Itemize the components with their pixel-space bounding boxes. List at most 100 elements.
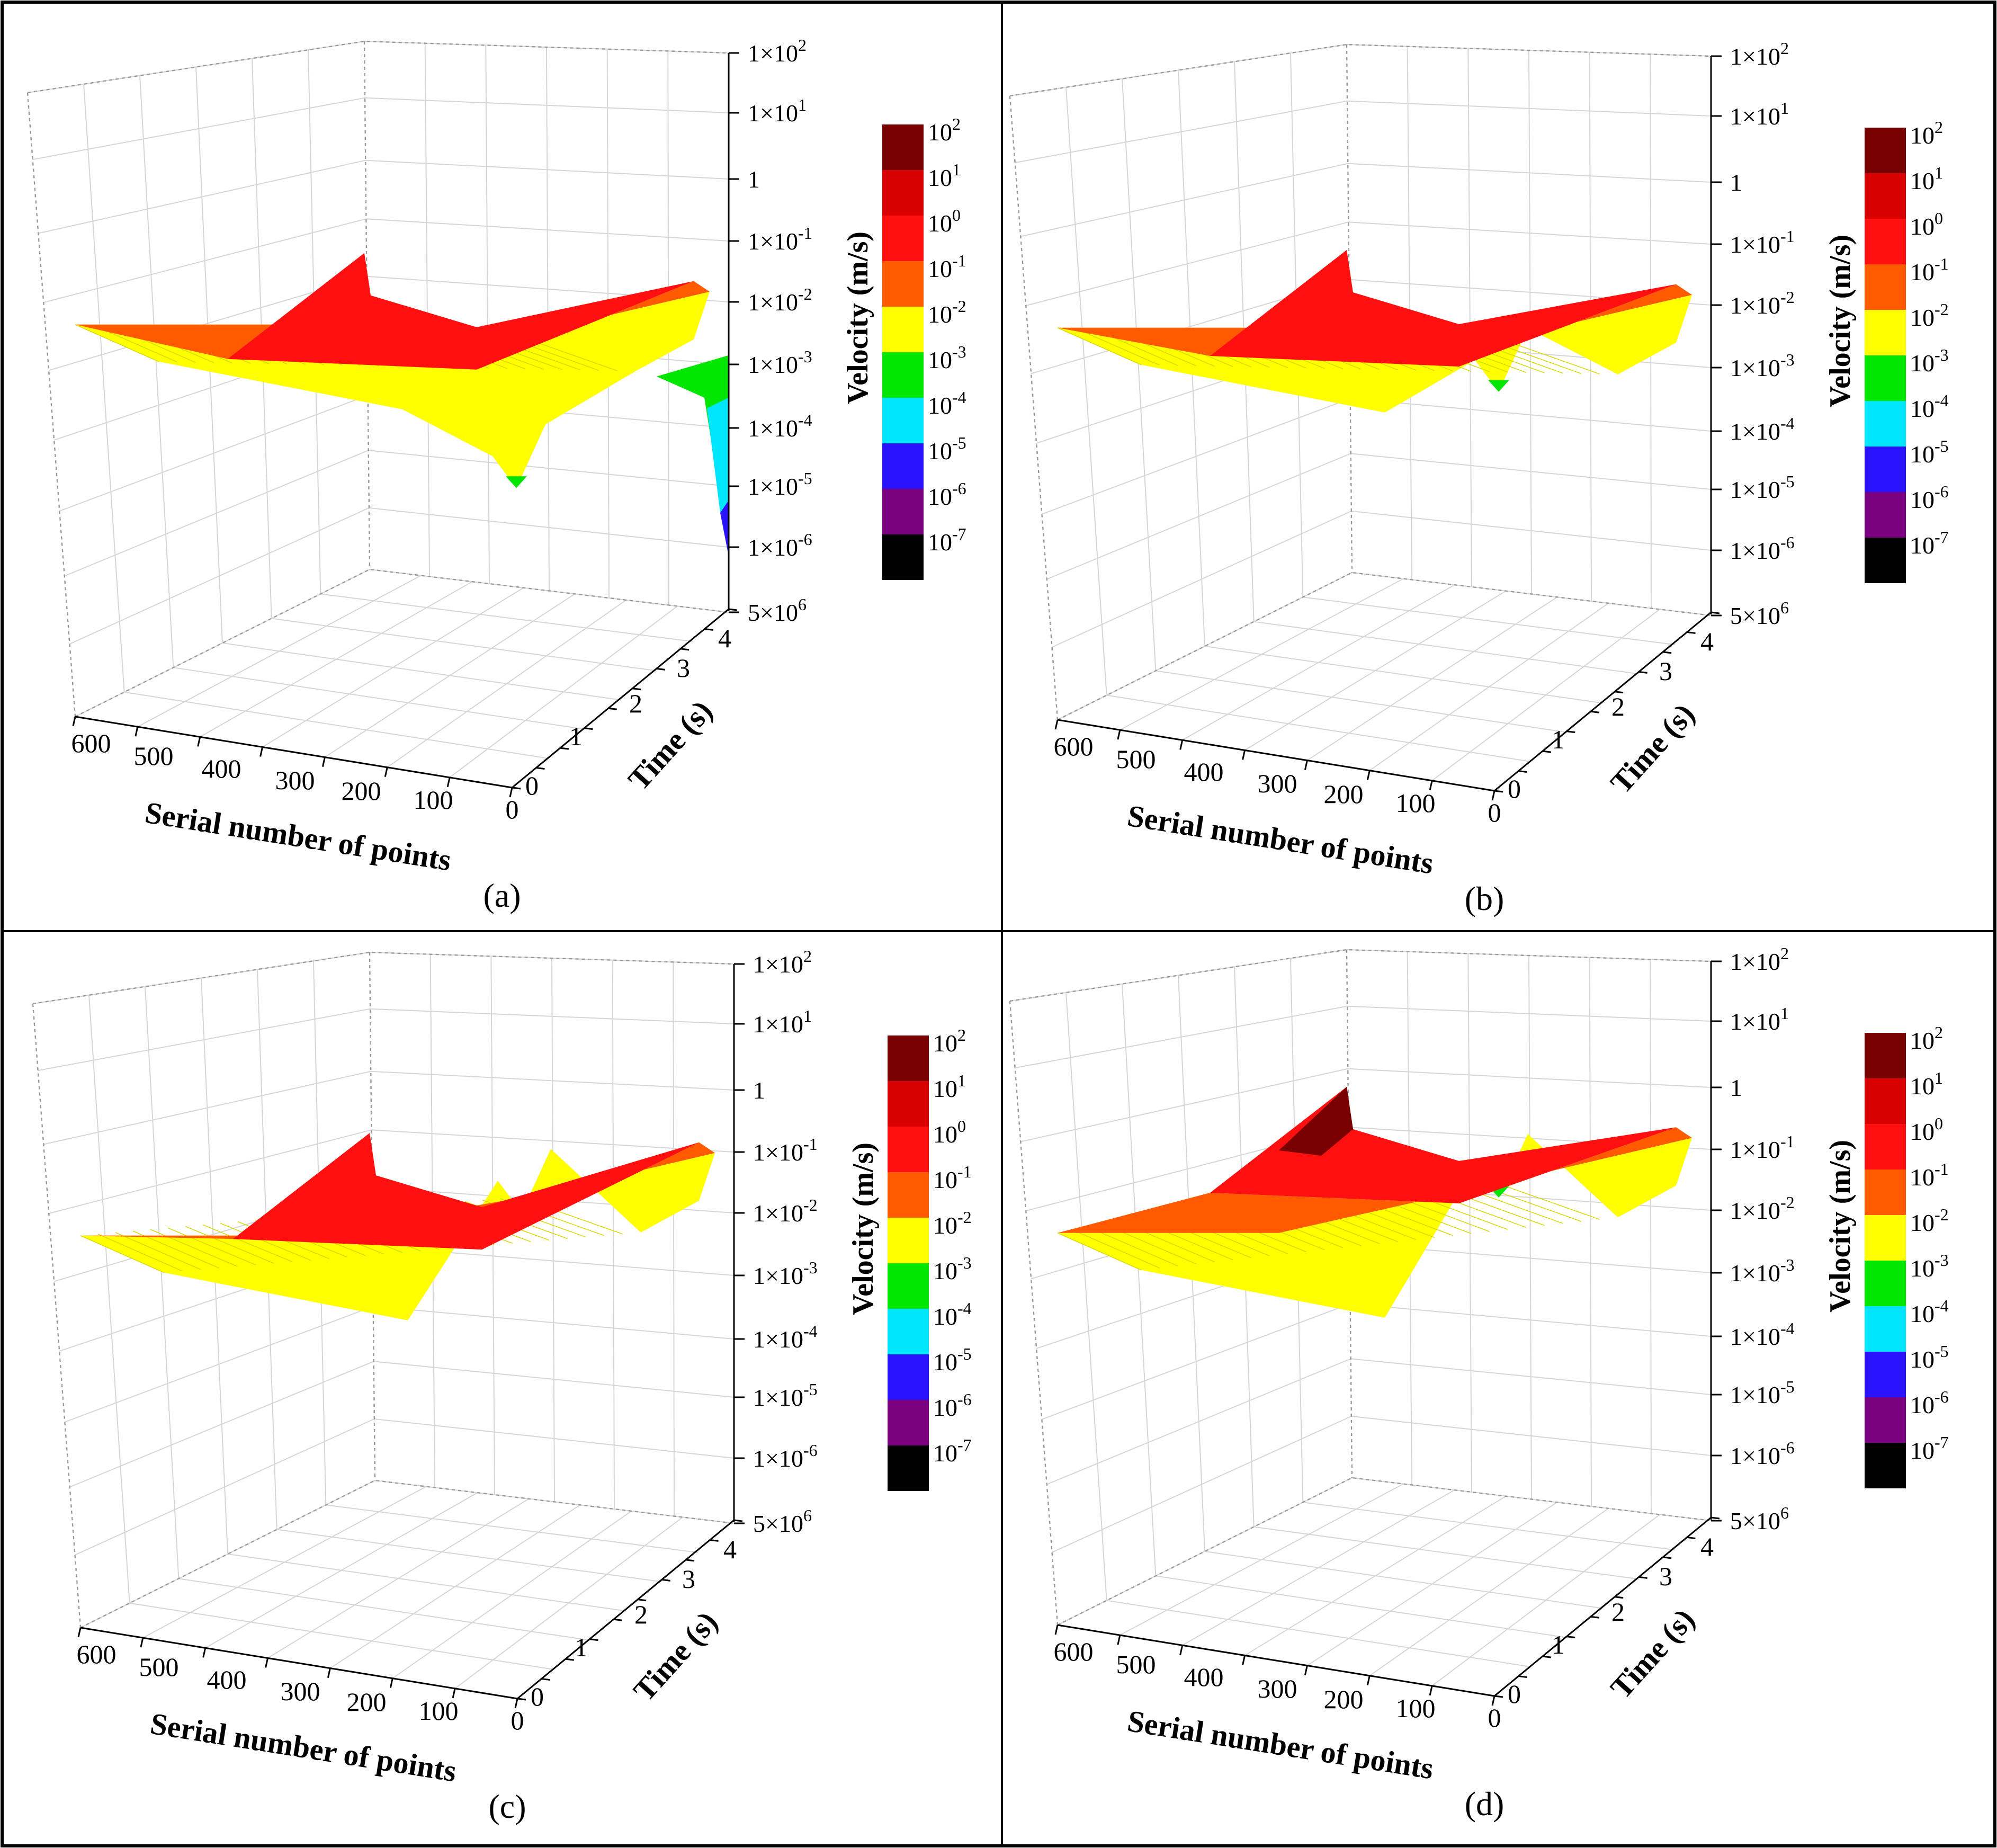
colorbar-swatch	[1865, 1352, 1906, 1397]
z-tick-label: 1×10-6	[1730, 533, 1795, 564]
colorbar-label: 10-3	[1910, 345, 1949, 377]
time-tick-mark	[1711, 611, 1720, 614]
colorbar-label-exponent: -4	[952, 388, 966, 407]
panel-grid	[1009, 949, 1712, 1686]
z-tick-mantissa: 5×10	[1730, 1507, 1780, 1534]
grid-line-x-wall	[145, 986, 180, 1579]
x-tick-mark	[1117, 729, 1121, 740]
colorbar-label-base: 10	[933, 1440, 957, 1467]
z-tick-exponent: -6	[1780, 533, 1795, 552]
z-tick-exponent: -3	[1780, 1255, 1795, 1274]
grid-line-floor-t	[1156, 670, 1567, 733]
z-tick-mantissa: 1×10	[1730, 1008, 1780, 1035]
time-tick-mark	[1590, 710, 1599, 713]
grid-line-t-wall	[1589, 957, 1592, 1507]
z-tick-label: 1	[1730, 1074, 1742, 1101]
colorbar-label-base: 10	[1910, 1255, 1935, 1282]
colorbar-swatch	[882, 170, 924, 216]
z-tick-label: 1×10-3	[1730, 1255, 1795, 1287]
z-tick-mantissa: 1×10	[753, 1011, 803, 1038]
time-tick-mark	[584, 727, 593, 730]
colorbar-label-base: 10	[928, 119, 952, 146]
colorbar-swatch	[1865, 1261, 1906, 1306]
x-tick-label: 200	[1324, 1684, 1364, 1714]
grid-line-floor-t	[222, 642, 621, 701]
x-tick-mark	[1179, 1645, 1184, 1655]
time-tick-mark	[1638, 1576, 1647, 1579]
grid-line-z	[1020, 163, 1712, 237]
colorbar-label-base: 10	[1910, 122, 1935, 149]
back-edge-top	[1009, 949, 1712, 1002]
surface-mesh-line	[115, 1232, 201, 1270]
colorbar-label-exponent: 1	[1935, 163, 1943, 182]
colorbar-label-exponent: -2	[957, 1208, 972, 1227]
colorbar-label: 102	[1910, 118, 1943, 149]
x-axis-line	[1057, 719, 1495, 792]
colorbar-label-exponent: -3	[1935, 1251, 1949, 1270]
colorbar-label: 10-6	[1910, 1387, 1949, 1418]
surface-plateau-orange	[1058, 1127, 1692, 1233]
x-tick-mark	[1117, 1635, 1121, 1645]
x-tick-label: 500	[139, 1652, 179, 1682]
grid-line-x-wall	[1122, 984, 1157, 1576]
x-tick-mark	[140, 1637, 144, 1648]
panel-b: 1×1021×10111×10-11×10-21×10-31×10-41×10-…	[1009, 39, 1949, 917]
grid-line-t-wall	[1467, 48, 1472, 587]
z-tick-label: 1×102	[748, 35, 807, 67]
z-tick-label: 1×10-6	[753, 1441, 818, 1472]
colorbar-swatch	[1865, 173, 1906, 219]
z-tick-mantissa: 1×10	[1730, 43, 1780, 70]
time-tick-mark	[536, 767, 545, 770]
surface-mesh-line	[167, 1227, 256, 1265]
colorbar-label-exponent: 2	[957, 1025, 966, 1044]
surface-mesh-line	[1074, 327, 1160, 366]
z-tick-exponent: -1	[798, 224, 812, 243]
colorbar-label-exponent: -1	[952, 251, 966, 270]
colorbar-swatch	[1865, 128, 1906, 173]
colorbar-label-exponent: -4	[1935, 391, 1949, 410]
x-axis-line	[80, 1627, 518, 1700]
surface-mesh-line	[220, 1222, 311, 1261]
colorbar-label-exponent: 1	[957, 1071, 966, 1090]
grid-line-z	[32, 97, 729, 160]
colorbar-swatch	[888, 1127, 929, 1172]
x-tick-label: 500	[134, 741, 174, 771]
back-edge-left	[26, 92, 76, 717]
z-tick-label: 1×10-3	[1730, 350, 1795, 381]
z-tick-exponent: 1	[1780, 99, 1789, 118]
time-tick-mark	[613, 1618, 622, 1621]
time-tick-mark	[733, 1519, 743, 1522]
colorbar-label: 10-4	[933, 1299, 972, 1330]
colorbar-label: 10-7	[1910, 528, 1949, 559]
colorbar-label: 100	[928, 206, 961, 237]
z-tick-mantissa: 1×10	[1730, 231, 1780, 258]
back-edge-left	[1009, 95, 1059, 720]
colorbar-swatch	[1865, 219, 1906, 264]
time-tick-mark	[1662, 1556, 1672, 1559]
colorbar-label-exponent: -2	[952, 297, 966, 316]
x-tick-mark	[389, 1678, 393, 1689]
grid-line-floor-t	[1106, 1600, 1531, 1667]
x-tick-label: 100	[1396, 1693, 1436, 1723]
colorbar-label-exponent: -7	[1935, 528, 1949, 547]
x-tick-mark	[509, 787, 513, 798]
z-tick-exponent: -4	[1780, 1319, 1795, 1338]
z-tick-label: 1	[748, 166, 760, 193]
colorbar-label: 10-1	[1910, 1159, 1949, 1191]
colorbar-swatch	[882, 124, 924, 170]
time-tick-mark	[1590, 1615, 1599, 1619]
time-tick-mark	[1687, 631, 1696, 634]
time-tick-mark	[656, 667, 665, 671]
grid-line-z	[1015, 1005, 1712, 1069]
time-tick-mark	[1542, 1655, 1552, 1658]
x-tick-mark	[1242, 1655, 1246, 1665]
colorbar-label: 100	[933, 1117, 966, 1148]
time-tick-mark	[685, 1559, 695, 1562]
time-tick-mark	[638, 1599, 647, 1602]
colorbar-label: 10-6	[1910, 482, 1949, 513]
grid-line-z	[43, 218, 729, 303]
time-tick-mark	[565, 1658, 575, 1661]
surface	[75, 253, 729, 557]
colorbar-title: Velocity (m/s)	[841, 231, 874, 404]
